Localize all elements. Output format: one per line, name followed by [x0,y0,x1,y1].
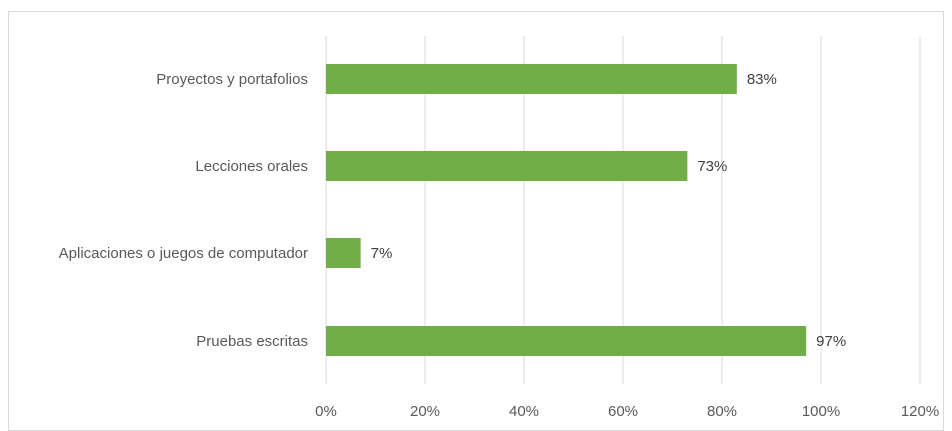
category-label: Proyectos y portafolios [156,71,308,88]
x-tick-label: 20% [410,403,440,420]
bar [326,238,361,268]
category-label: Aplicaciones o juegos de computador [59,245,308,262]
category-label: Lecciones orales [195,158,308,175]
category-label: Pruebas escritas [196,333,308,350]
data-label: 73% [697,158,727,175]
data-label: 97% [816,333,846,350]
x-tick-label: 100% [802,403,840,420]
bar [326,151,688,181]
data-label: 83% [747,71,777,88]
x-tick-label: 0% [315,403,337,420]
bar [326,64,737,94]
x-tick-label: 80% [707,403,737,420]
bar [326,326,807,356]
x-tick-label: 120% [901,403,939,420]
x-tick-label: 40% [509,403,539,420]
data-label: 7% [371,245,393,262]
x-tick-label: 60% [608,403,638,420]
